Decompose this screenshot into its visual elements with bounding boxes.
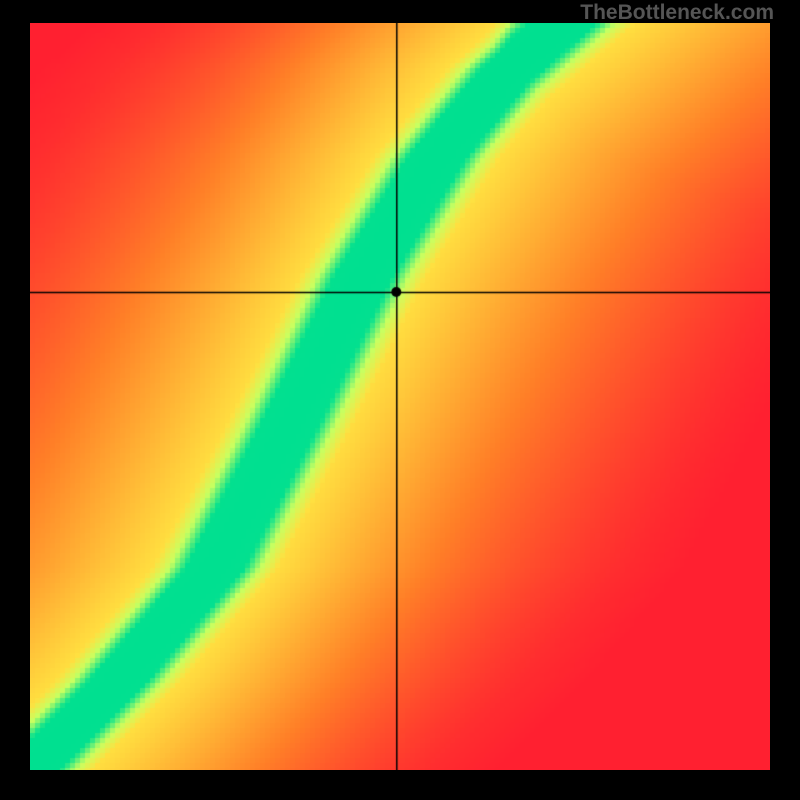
watermark-text: TheBottleneck.com (580, 1, 774, 25)
chart-container: { "canvas": { "width": 800, "height": 80… (0, 0, 800, 800)
crosshair-overlay (30, 23, 770, 770)
